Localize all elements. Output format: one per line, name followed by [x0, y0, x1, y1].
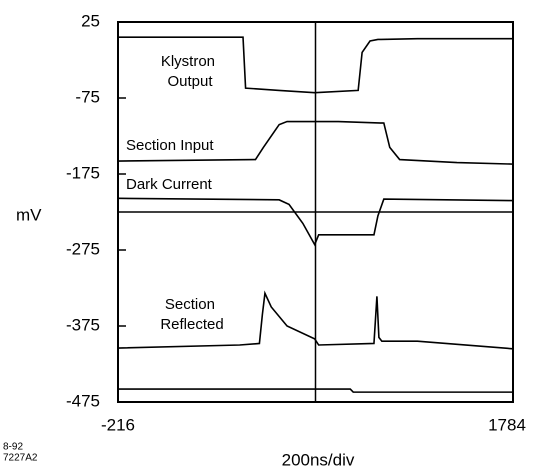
- series-label: Klystron Output: [161, 53, 219, 90]
- y-tick-label: -375: [66, 315, 100, 334]
- trace: [118, 388, 513, 393]
- series-label: Section Input: [126, 137, 214, 154]
- series-label: Section Reflected: [160, 296, 223, 333]
- trace: [118, 36, 513, 94]
- trace: [117, 197, 514, 247]
- x-tick-label: 1784: [488, 415, 526, 434]
- trace: [117, 120, 514, 165]
- trace: [117, 290, 514, 350]
- x-tick-label: -216: [101, 415, 135, 434]
- annotation: 8-92: [3, 442, 23, 453]
- y-tick-label: -175: [66, 163, 100, 182]
- y-axis-label: mV: [16, 205, 42, 224]
- y-tick-label: -275: [66, 239, 100, 258]
- x-axis-label: 200ns/div: [282, 450, 355, 469]
- y-tick-label: -475: [66, 391, 100, 410]
- y-tick-label: -75: [75, 87, 100, 106]
- annotation: 7227A2: [3, 453, 38, 464]
- series-label: Dark Current: [126, 176, 213, 193]
- y-tick-label: 25: [81, 11, 100, 30]
